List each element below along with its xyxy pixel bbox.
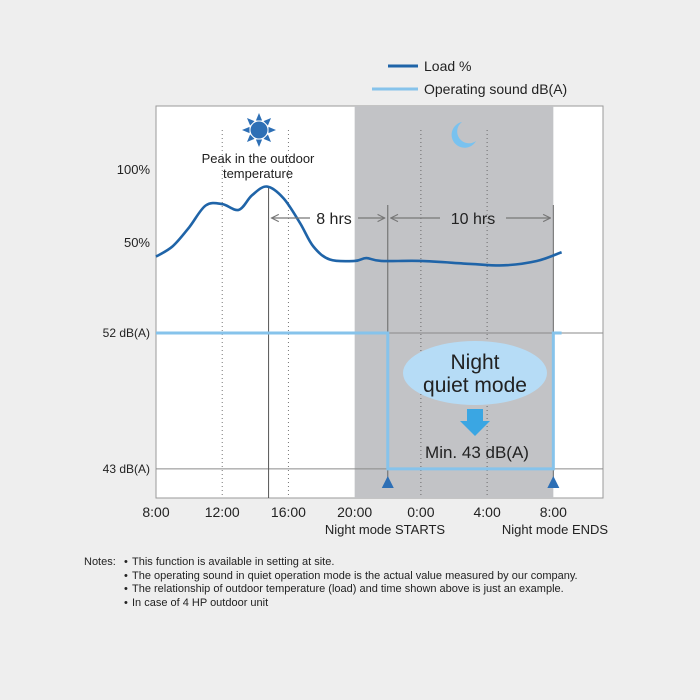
down-arrow-icon — [460, 409, 490, 436]
y-tick-label-db: 52 dB(A) — [103, 326, 150, 340]
sun-ray — [246, 117, 255, 126]
notes-list: This function is available in setting at… — [84, 556, 644, 610]
night-period-band — [354, 106, 554, 498]
note-item: The relationship of outdoor temperature … — [124, 583, 644, 597]
night-quiet-mode-line1: Night — [450, 351, 499, 374]
note-item: In case of 4 HP outdoor unit — [124, 597, 644, 611]
y-tick-label-load: 100% — [117, 162, 151, 177]
moon-icon — [451, 122, 476, 148]
span-10-label: 10 hrs — [451, 211, 495, 228]
x-tick-label: 8:00 — [142, 504, 169, 520]
x-tick-label: 0:00 — [407, 504, 434, 520]
sound-series-line — [156, 331, 562, 471]
night-start-label: Night mode STARTS — [325, 522, 446, 537]
sun-ray — [255, 139, 263, 147]
y-tick-label-load: 50% — [124, 235, 150, 250]
sun-ray — [268, 126, 276, 134]
x-tick-label: 16:00 — [271, 504, 306, 520]
sun-ray — [255, 113, 263, 121]
night-quiet-mode-bubble — [403, 341, 547, 405]
peak-annotation-line1: Peak in the outdoor — [202, 151, 315, 166]
x-tick-label: 12:00 — [205, 504, 240, 520]
sun-ray — [263, 134, 272, 143]
notes-header: Notes: — [84, 556, 116, 568]
sun-ray — [246, 134, 255, 143]
night-quiet-mode-line2: quiet mode — [423, 374, 527, 397]
sun-icon — [250, 121, 268, 139]
night-mode-marker-icon — [547, 476, 560, 488]
sun-ray — [242, 126, 250, 134]
legend-label-sound: Operating sound dB(A) — [424, 81, 567, 97]
load-series-line — [155, 185, 563, 267]
min-sound-label: Min. 43 dB(A) — [425, 443, 529, 462]
notes: Notes: This function is available in set… — [84, 556, 644, 610]
note-item: The operating sound in quiet operation m… — [124, 570, 644, 584]
note-item: This function is available in setting at… — [124, 556, 644, 570]
sun-ray — [263, 117, 272, 126]
y-tick-label-db: 43 dB(A) — [103, 462, 150, 476]
x-tick-label: 8:00 — [540, 504, 567, 520]
night-end-label: Night mode ENDS — [502, 522, 609, 537]
x-tick-label: 4:00 — [473, 504, 500, 520]
night-mode-marker-icon — [381, 476, 394, 488]
span-8-label: 8 hrs — [316, 211, 352, 228]
peak-annotation-line2: temperature — [223, 166, 293, 181]
x-tick-label: 20:00 — [337, 504, 372, 520]
legend-label-load: Load % — [424, 58, 471, 74]
